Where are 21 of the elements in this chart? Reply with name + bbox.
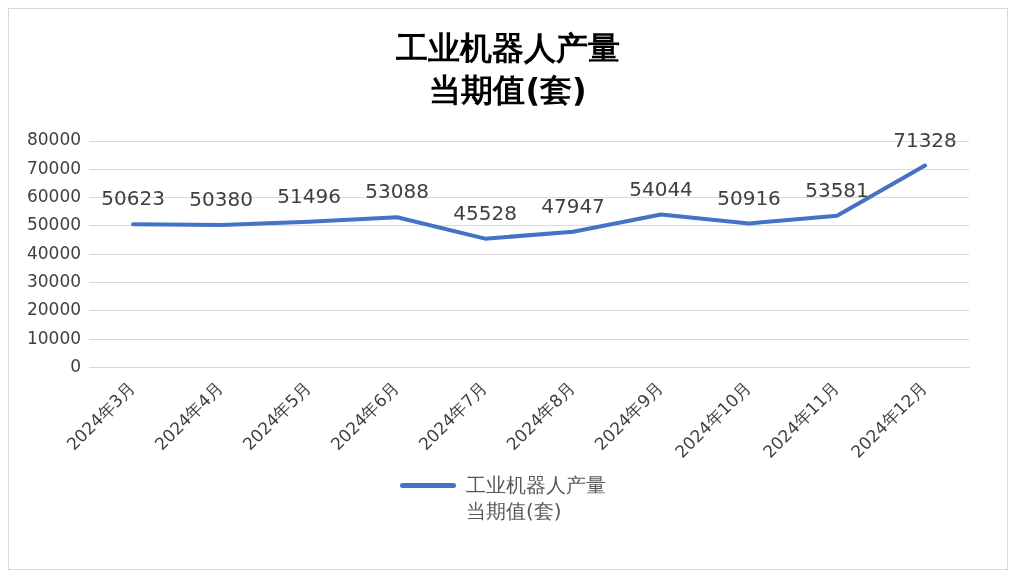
data-label: 53581 [805, 178, 869, 203]
legend-label: 工业机器人产量当期值(套) [466, 472, 607, 524]
data-label: 50380 [189, 187, 253, 212]
y-tick-label: 10000 [26, 327, 82, 348]
y-tick-label: 80000 [26, 129, 82, 150]
y-tick-label: 20000 [26, 299, 82, 320]
data-label: 50916 [717, 185, 781, 210]
y-tick-label: 40000 [26, 242, 82, 263]
data-label: 54044 [629, 176, 693, 201]
data-label: 51496 [277, 183, 341, 208]
data-label: 47947 [541, 194, 605, 219]
data-label: 71328 [893, 127, 957, 152]
y-tick-label: 0 [70, 356, 82, 377]
data-label: 45528 [453, 200, 517, 225]
chart-title: 工业机器人产量当期值(套) [395, 28, 621, 111]
data-label: 50623 [101, 186, 165, 211]
y-tick-label: 30000 [26, 271, 82, 292]
y-tick-label: 70000 [26, 157, 82, 178]
y-tick-label: 60000 [26, 186, 82, 207]
data-label: 53088 [365, 179, 429, 204]
y-tick-label: 50000 [26, 214, 82, 235]
